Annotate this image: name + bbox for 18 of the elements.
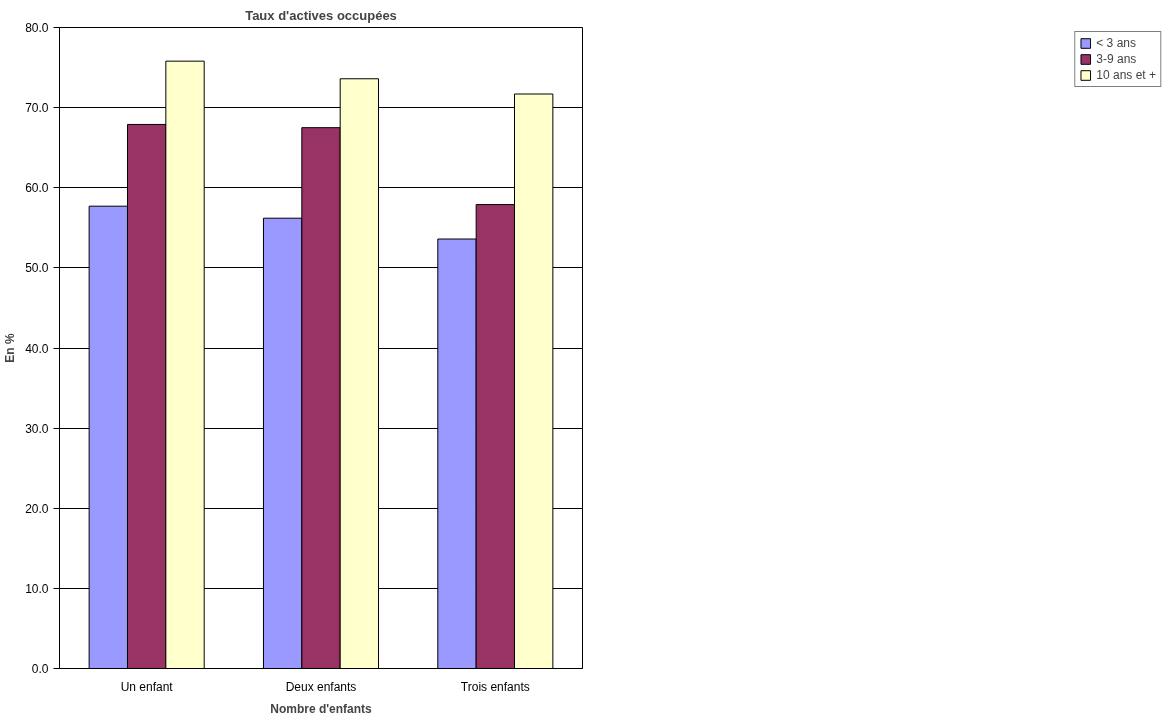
x-tick-label: Trois enfants xyxy=(460,679,530,694)
legend-label: 3-9 ans xyxy=(1096,52,1137,66)
y-axis-title: En % xyxy=(3,333,18,363)
legend-label: < 3 ans xyxy=(1096,36,1136,50)
x-tick-label: Un enfant xyxy=(120,679,174,694)
y-tick-label: 50.0 xyxy=(25,261,49,276)
y-tick-label: 20.0 xyxy=(25,501,49,516)
y-tick-label: 70.0 xyxy=(25,101,49,116)
y-tick-label: 60.0 xyxy=(25,181,49,196)
y-tick-label: 10.0 xyxy=(25,581,49,596)
x-axis-title: Nombre d'enfants xyxy=(270,701,373,716)
y-tick-label: 80.0 xyxy=(25,21,49,35)
y-tick-label: 40.0 xyxy=(25,341,49,356)
legend-label: 10 ans et + xyxy=(1096,68,1156,82)
y-tick-label: 30.0 xyxy=(25,421,49,436)
y-tick-label: 0.0 xyxy=(31,662,49,676)
x-tick-label: Deux enfants xyxy=(285,679,357,694)
chart-title: Taux d'actives occupées xyxy=(245,7,397,23)
